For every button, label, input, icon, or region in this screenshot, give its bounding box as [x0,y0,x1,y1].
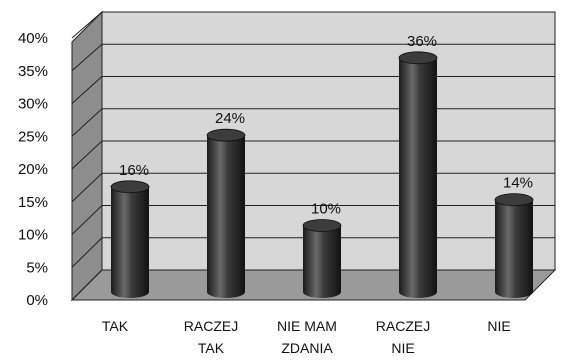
gridline-side [71,108,103,137]
bar-top [302,219,342,232]
bar-top [398,51,438,65]
y-tick-label: 25% [18,128,48,145]
bar [110,180,150,298]
x-category-label: TAK [102,318,129,334]
data-label: 36% [407,33,437,50]
y-tick-label: 30% [18,96,48,113]
data-label: 14% [503,175,533,192]
x-category-label: TAK [198,340,225,356]
gridline-side [71,11,103,39]
data-label: 10% [311,201,341,218]
bar [302,219,342,298]
bar-body [111,186,149,298]
bar-body [495,199,533,298]
y-tick-label: 10% [18,227,48,244]
bar [206,128,246,298]
gridline-side [71,43,103,72]
y-tick-label: 35% [18,63,48,80]
bar [398,51,438,298]
x-category-label: NIE MAM [277,318,337,334]
data-label: 24% [215,110,245,127]
gridline-side [71,205,103,235]
side-wall [71,10,103,302]
data-label: 16% [119,162,149,179]
x-category-label: RACZEJ [376,318,430,334]
bar-body [399,57,437,298]
gridline-side [71,140,103,170]
gridline-side [71,237,103,268]
y-tick-label: 0% [26,292,48,309]
x-category-label: NIE [487,318,510,334]
y-tick-label: 20% [18,161,48,178]
gridline-side [71,269,103,301]
y-tick-label: 15% [18,194,48,211]
bar [494,193,534,298]
bar-top [206,128,246,142]
bar-top [110,180,150,194]
bar-body [303,225,341,298]
gridline-side [71,76,103,104]
x-category-label: NIE [391,340,414,356]
bar-body [207,135,245,298]
gridline-side [71,172,103,203]
bar-top [494,193,534,207]
x-category-label: ZDANIA [281,340,333,356]
y-tick-label: 5% [26,259,48,276]
x-category-label: RACZEJ [184,318,238,334]
y-tick-label: 40% [18,30,48,47]
